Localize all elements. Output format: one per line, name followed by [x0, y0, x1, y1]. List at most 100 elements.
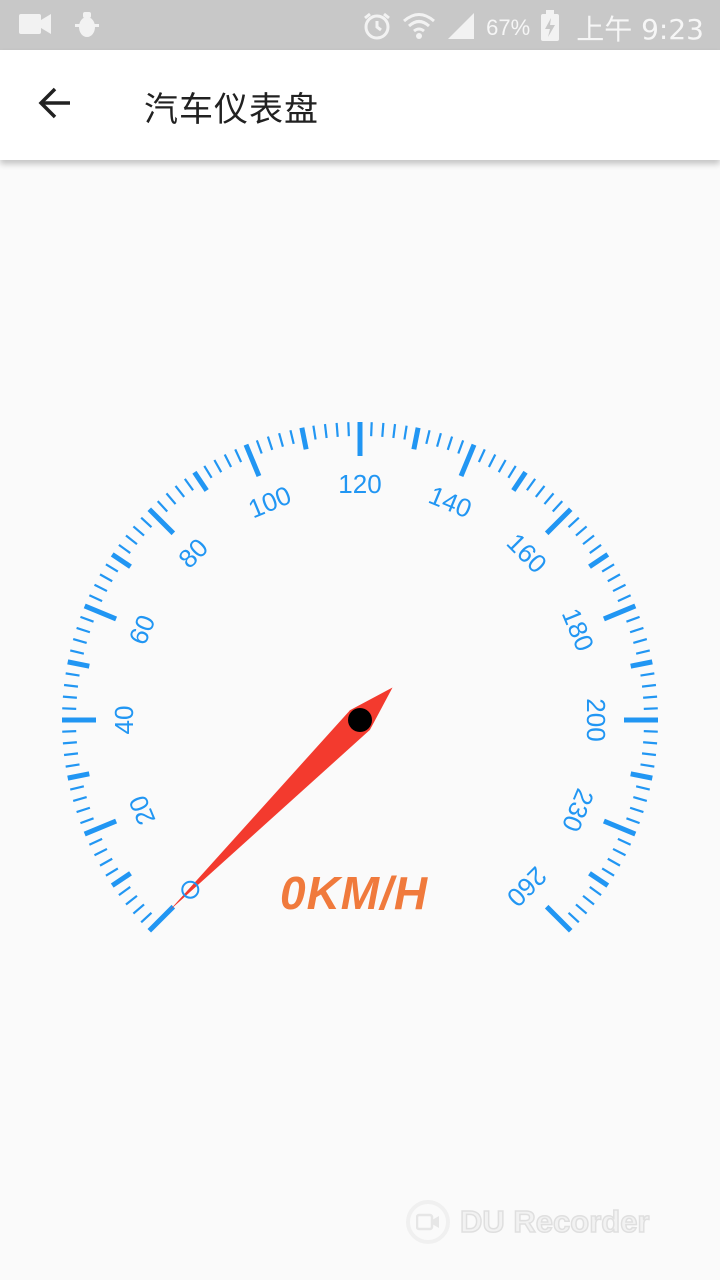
dial-tick-minor [72, 638, 87, 644]
dial-tick-minor [62, 707, 77, 710]
dial-tick-minor [80, 817, 94, 825]
dial-tick-minor [643, 707, 658, 710]
dial-tick-minor [582, 534, 595, 546]
dial-tick-minor [370, 422, 373, 437]
dial-tick-mid [588, 552, 610, 569]
dial-tick-minor [607, 857, 621, 867]
back-button[interactable] [24, 74, 86, 136]
dial-tick-minor [640, 763, 655, 768]
dial-tick-minor [118, 886, 131, 897]
dial-tick-minor [140, 911, 153, 924]
usb-debug-icon [74, 10, 100, 44]
dial-tick-major [602, 818, 637, 837]
dial-tick-minor [125, 894, 138, 906]
dial-label: 20 [123, 791, 162, 829]
alarm-icon [362, 11, 392, 45]
battery-charging-icon [540, 10, 560, 46]
dial-tick-minor [626, 817, 640, 825]
dial-tick-minor [105, 563, 119, 573]
dial-tick-minor [69, 785, 85, 791]
dial-tick-mid [67, 659, 90, 669]
dial-tick-minor [69, 649, 85, 655]
dial-tick-minor [234, 448, 243, 463]
dial-tick-minor [392, 423, 397, 439]
dial-tick-minor [62, 695, 77, 699]
dial-tick-minor [601, 867, 615, 877]
dial-tick-minor [88, 594, 103, 603]
dial-tick-minor [567, 911, 580, 924]
dial-tick-minor [63, 683, 79, 688]
dial-tick-minor [213, 459, 223, 473]
dial-tick-major [83, 818, 118, 837]
dial-tick-minor [140, 516, 153, 529]
wifi-icon [402, 11, 436, 45]
dial-tick-minor [132, 525, 145, 537]
dial-label: 120 [338, 469, 381, 499]
dial-tick-minor [99, 573, 113, 583]
dial-tick-minor [63, 752, 79, 757]
dial-label: 60 [123, 611, 162, 649]
dial-tick-minor [125, 534, 138, 546]
needle-tip-ring [181, 880, 200, 899]
dial-tick-minor [617, 594, 632, 603]
page-title: 汽车仪表盘 [144, 90, 319, 130]
dial-tick-major [83, 603, 118, 622]
dial-tick-minor [534, 485, 546, 498]
dial-tick-minor [526, 478, 537, 491]
dial-label: 160 [501, 527, 553, 579]
dial-label: 100 [244, 480, 296, 524]
dial-tick-minor [601, 563, 615, 573]
dial-tick-major [544, 904, 573, 933]
dial-tick-minor [289, 429, 295, 445]
dial-tick-minor [497, 459, 507, 473]
dial-tick-minor [76, 626, 91, 634]
dial-tick-minor [643, 695, 658, 699]
dial-tick-minor [629, 806, 644, 814]
needle-hub [348, 708, 372, 732]
dial-tick-minor [640, 672, 655, 677]
dial-tick-minor [255, 440, 263, 454]
signal-icon [446, 11, 476, 45]
dial-tick-mid [411, 427, 421, 450]
dial-label: 230 [556, 785, 600, 837]
dial-label: 140 [425, 480, 477, 524]
dial-label: 180 [556, 604, 600, 656]
dial-tick-minor [589, 886, 602, 897]
dial-tick-minor [72, 796, 87, 802]
dial-tick-minor [635, 649, 651, 655]
dial-tick-minor [575, 525, 588, 537]
dial-tick-minor [446, 436, 454, 451]
dial-tick-minor [381, 422, 385, 437]
dial-label: 200 [581, 698, 611, 741]
app-bar: 汽车仪表盘 [0, 50, 720, 160]
dial-tick-minor [507, 465, 517, 479]
dial-tick-mid [588, 871, 610, 888]
dial-tick-minor [551, 500, 564, 513]
dial-tick-minor [641, 683, 657, 688]
dial-tick-minor [612, 583, 627, 593]
dial-tick-minor [312, 425, 317, 440]
dial-tick-mid [67, 771, 90, 781]
status-clock: 上午 9:23 [576, 13, 704, 46]
dial-tick-minor [99, 857, 113, 867]
dial-tick-major [458, 443, 477, 478]
dial-tick-major [243, 443, 262, 478]
dial-tick-minor [543, 492, 555, 505]
needle [169, 687, 393, 911]
recorder-watermark-text: DU Recorder [459, 1203, 650, 1240]
recorder-logo-icon [406, 1200, 450, 1244]
dial-tick-minor [165, 492, 177, 505]
dial-tick-minor [93, 583, 108, 593]
arrow-left-icon [37, 85, 73, 125]
dial-ticks [62, 422, 658, 933]
needle-pointer [169, 687, 393, 911]
dial-tick-minor [643, 741, 658, 745]
dial-tick-minor [575, 903, 588, 915]
dial-tick-mid [110, 552, 132, 569]
dial-tick-mid [299, 427, 309, 450]
dial-tick-minor [93, 847, 108, 857]
dial-tick-minor [487, 453, 497, 468]
dial-tick-minor [266, 436, 274, 451]
